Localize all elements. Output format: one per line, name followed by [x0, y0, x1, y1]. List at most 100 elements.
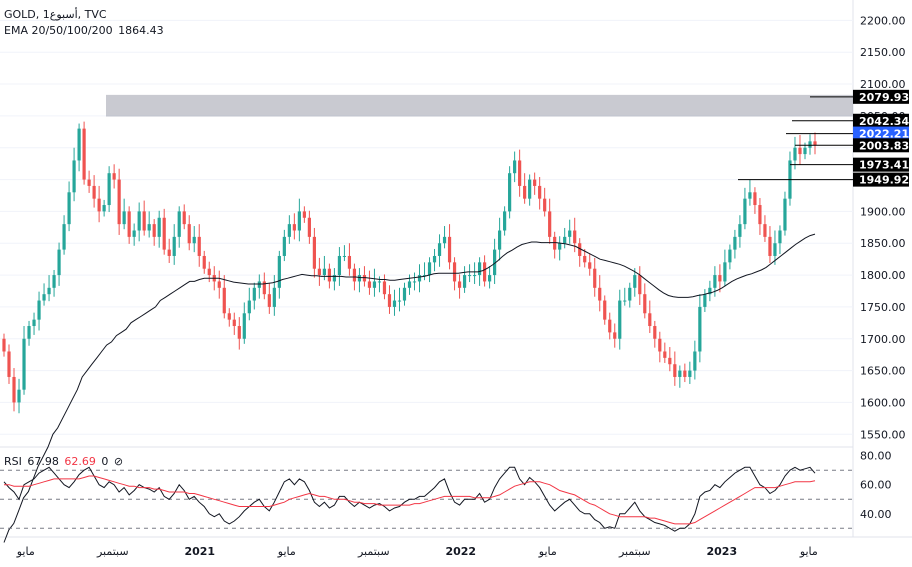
candle-body — [2, 338, 6, 352]
rsi-ma-line — [4, 475, 816, 525]
candle-body — [723, 262, 727, 282]
candle-body — [593, 268, 597, 288]
candle-body — [402, 287, 407, 301]
candle-body — [22, 338, 26, 390]
candle-body — [62, 224, 66, 250]
candle-body — [673, 364, 677, 377]
candle-body — [267, 294, 271, 307]
candle-body — [132, 230, 136, 237]
candle-body — [417, 275, 422, 282]
candle-body — [773, 243, 777, 256]
rsi-value: 67.98 — [27, 455, 59, 468]
candle-body — [508, 173, 512, 212]
candle-body — [17, 389, 21, 403]
candle-body — [327, 268, 332, 282]
price-tick-label: 1700.00 — [860, 333, 906, 346]
candle-body — [568, 230, 572, 237]
candle-body — [813, 141, 817, 146]
candle-body — [513, 160, 517, 174]
candle-body — [613, 332, 617, 339]
time-axis[interactable]: مايو سبتمبر 2021 مايو سبتمبر 2022 مايو سبتمبر 20… — [16, 545, 818, 558]
candle-body — [518, 160, 522, 186]
candle-body — [708, 287, 712, 295]
candle-body — [362, 275, 367, 282]
symbol-legend[interactable]: GOLD, أسبوع1, TVC — [4, 8, 109, 22]
candle-body — [137, 211, 141, 231]
candle-body — [693, 351, 697, 371]
symbol-line[interactable]: GOLD, أسبوع1, TVC — [4, 8, 107, 21]
candle-body — [663, 351, 667, 358]
price-badge — [853, 172, 909, 187]
candle-body — [202, 255, 206, 269]
price-tick-label: 2200.00 — [860, 14, 906, 27]
candle-body — [422, 275, 427, 277]
candle-body — [743, 198, 747, 225]
candle-body — [477, 262, 482, 276]
grid-lines — [0, 19, 853, 435]
price-level-lines — [738, 96, 853, 181]
candle-body — [97, 198, 101, 212]
candle-body — [783, 198, 787, 231]
price-tick-label: 1850.00 — [860, 237, 906, 250]
rsi-legend[interactable]: RSI 67.98 62.69 0 ⊘ — [4, 455, 125, 469]
candle-body — [32, 319, 36, 327]
candle-body — [172, 236, 176, 256]
candle-body — [457, 281, 462, 288]
price-badge-label: 2003.83 — [859, 139, 909, 152]
candle-body — [648, 313, 652, 327]
candle-body — [42, 294, 46, 301]
candle-body — [713, 275, 717, 288]
price-tick-label: 1800.00 — [860, 269, 906, 282]
price-badge-label: 1973.41 — [859, 159, 909, 172]
candle-body — [432, 255, 437, 263]
rsi-label: RSI — [4, 455, 22, 468]
candle-body — [763, 224, 767, 237]
candle-body — [112, 173, 116, 180]
candle-body — [262, 281, 266, 295]
price-badge — [853, 113, 909, 128]
ema-legend[interactable]: EMA 20/50/100/200 1864.43 — [4, 24, 166, 38]
candle-body — [598, 287, 602, 301]
rsi-axis[interactable]: 80.00 60.00 40.00 — [860, 450, 892, 521]
candle-body — [803, 147, 807, 155]
candle-body — [618, 300, 622, 339]
candle-body — [558, 243, 562, 250]
price-badge — [853, 138, 909, 153]
candle-body — [72, 160, 76, 193]
rsi-tick-label: 60.00 — [860, 479, 892, 492]
time-tick-label: سبتمبر — [618, 545, 651, 558]
candle-body — [357, 275, 362, 282]
candle-body — [47, 287, 51, 295]
time-tick-label: 2022 — [445, 545, 476, 558]
candle-body — [678, 370, 682, 377]
candle-body — [277, 255, 281, 288]
candle-body — [337, 255, 342, 276]
candle-body — [117, 179, 121, 225]
price-badge-label: 2042.34 — [859, 115, 909, 128]
settings-circle-icon[interactable]: ⊘ — [113, 455, 124, 468]
candle-body — [242, 313, 246, 339]
candle-body — [467, 275, 472, 277]
candle-body — [482, 262, 487, 282]
candle-body — [778, 230, 782, 244]
candle-body — [633, 275, 637, 288]
candle-body — [397, 300, 402, 302]
candle-body — [758, 205, 762, 225]
candle-body — [247, 300, 251, 314]
candle-body — [472, 275, 477, 277]
candle-body — [538, 185, 542, 199]
candle-body — [798, 147, 802, 155]
candle-body — [452, 262, 457, 282]
candle-body — [87, 179, 91, 186]
candle-body — [412, 281, 417, 283]
candle-body — [728, 249, 732, 263]
candle-body — [377, 281, 382, 283]
candle-body — [808, 141, 812, 148]
candle-body — [753, 192, 757, 206]
candle-body — [307, 217, 311, 237]
candle-body — [147, 224, 151, 231]
candle-body — [628, 287, 632, 301]
candle-body — [232, 319, 236, 327]
